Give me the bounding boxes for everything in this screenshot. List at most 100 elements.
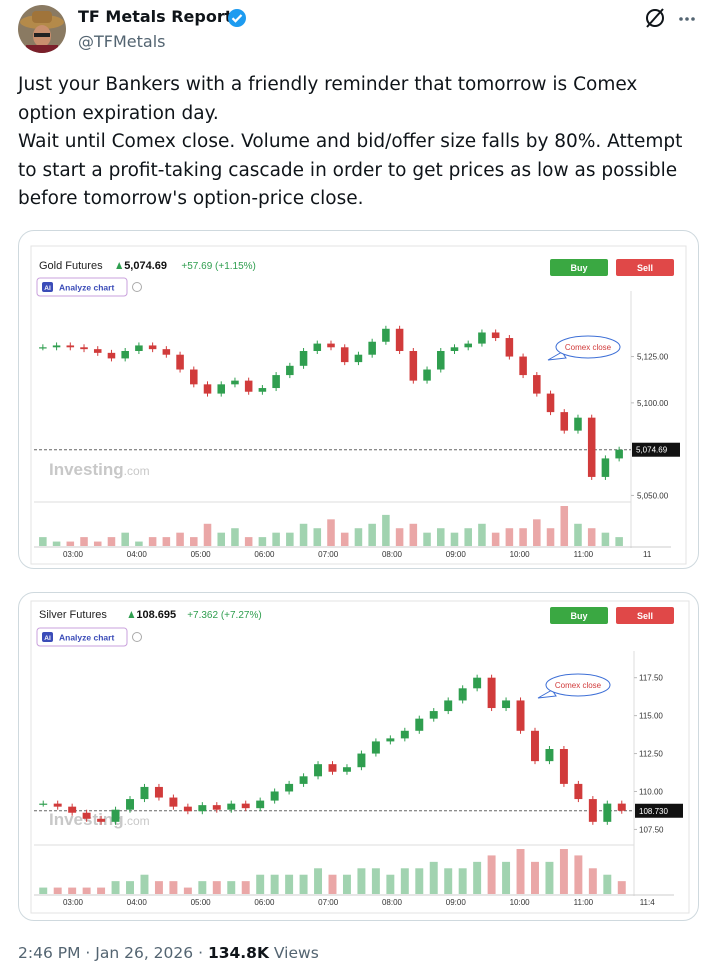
volume-bar	[617, 881, 626, 894]
candle-body	[53, 803, 62, 807]
volume-bar	[357, 868, 366, 894]
volume-bar	[68, 887, 77, 894]
volume-bar	[395, 528, 404, 546]
candle-body	[327, 343, 335, 348]
verified-badge	[228, 9, 246, 27]
candle-body	[342, 767, 351, 772]
price-change: +57.69 (+1.15%)	[181, 261, 256, 272]
volume-bar	[140, 874, 149, 894]
candle-body	[227, 803, 236, 810]
sell-button[interactable]: Sell	[616, 607, 674, 624]
volume-bar	[601, 532, 610, 546]
candle-body	[111, 809, 120, 822]
media-card[interactable]: Silver Futures 108.695 +7.362 (+7.27%) Buy S…	[18, 592, 699, 921]
volume-bar	[121, 532, 129, 546]
candle-body	[244, 380, 253, 392]
sell-button[interactable]: Sell	[616, 259, 674, 276]
candle-body	[429, 711, 438, 719]
post-line: to start a profit-taking cascade in orde…	[18, 159, 678, 181]
candle-body	[546, 393, 555, 413]
annotation-label: Comex close	[565, 343, 612, 352]
ai-badge: AI	[44, 635, 51, 642]
header-price: 108.695	[136, 609, 176, 621]
last-price-label: 108.730	[639, 807, 668, 816]
analyze-button[interactable]: AI Analyze chart	[36, 627, 128, 647]
volume-bar	[270, 874, 279, 894]
candle-body	[371, 741, 380, 754]
price-change: +7.362 (+7.27%)	[187, 610, 262, 621]
views-label: Views	[273, 944, 319, 962]
buy-label: Buy	[570, 611, 587, 621]
avatar[interactable]	[18, 5, 66, 53]
candle-body	[121, 351, 129, 359]
volume-bar	[342, 874, 351, 894]
post-actions[interactable]	[640, 6, 710, 30]
sell-bg	[616, 607, 674, 624]
candle-body	[588, 799, 597, 822]
candle-body	[400, 730, 409, 739]
volume-bar	[491, 532, 500, 546]
annotation-label: Comex close	[555, 681, 602, 690]
volume-bar	[368, 523, 376, 546]
volume-bar	[371, 868, 380, 894]
candle-body	[39, 347, 47, 349]
volume-bar	[615, 537, 623, 546]
volume-bar	[244, 537, 253, 546]
candle-body	[270, 791, 279, 801]
volume-bar	[444, 868, 453, 894]
candle-body	[314, 764, 323, 777]
last-price-tag	[635, 803, 683, 818]
candle-body	[502, 700, 511, 709]
volume-bar	[285, 874, 294, 894]
volume-bar	[560, 506, 569, 546]
candle-body	[617, 803, 626, 811]
volume-bar	[516, 849, 525, 894]
separator: ·	[85, 944, 91, 962]
up-arrow	[128, 611, 135, 618]
author-name[interactable]: TF Metals Report	[78, 7, 233, 26]
volume-bar	[588, 868, 597, 894]
candle-body	[340, 347, 349, 363]
ai-badge-bg	[42, 632, 53, 642]
volume-bar	[231, 528, 239, 546]
candle-body	[478, 332, 486, 344]
volume-bar	[458, 868, 467, 894]
candle-body	[559, 749, 568, 784]
candle-body	[93, 349, 102, 353]
candle-body	[444, 700, 453, 712]
instrument-name: Gold Futures	[39, 260, 103, 272]
chart-image: Gold Futures 5,074.69 +57.69 (+1.15%) Buy Se…	[30, 245, 687, 565]
media-card[interactable]: Gold Futures 5,074.69 +57.69 (+1.15%) Buy Se…	[18, 230, 699, 569]
candle-body	[574, 783, 583, 800]
candle-body	[519, 356, 527, 376]
candle-body	[531, 730, 539, 762]
candle-body	[80, 347, 88, 350]
candle-body	[148, 345, 157, 350]
y-tick-label: 112.50	[639, 750, 663, 759]
post-meta: 2:46 PM · Jan 26, 2026 · 134.8K Views	[18, 944, 319, 962]
x-tick-label: 03:00	[63, 898, 84, 907]
x-tick-label: 10:00	[510, 898, 531, 907]
instrument-name: Silver Futures	[39, 609, 107, 621]
volume-bar	[473, 861, 482, 894]
candle-body	[533, 375, 541, 394]
author-handle[interactable]: @TFMetals	[78, 32, 166, 51]
x-tick-label: 11:00	[574, 898, 594, 907]
buy-bg	[550, 607, 608, 624]
info-icon	[132, 632, 142, 642]
candle-body	[126, 799, 134, 810]
candle-body	[368, 341, 376, 355]
analyze-button[interactable]: AI Analyze chart	[36, 277, 128, 297]
buy-button[interactable]: Buy	[550, 259, 608, 276]
post-date: Jan 26, 2026	[95, 944, 194, 962]
last-price-tag	[632, 442, 680, 457]
volume-bar	[603, 874, 612, 894]
volume-bar	[328, 874, 337, 894]
volume-bar	[190, 537, 198, 546]
candle-body	[354, 354, 363, 363]
volume-bar	[286, 532, 294, 546]
buy-button[interactable]: Buy	[550, 607, 608, 624]
volume-bar	[574, 523, 582, 546]
volume-bar	[93, 541, 102, 546]
volume-bar	[400, 868, 409, 894]
